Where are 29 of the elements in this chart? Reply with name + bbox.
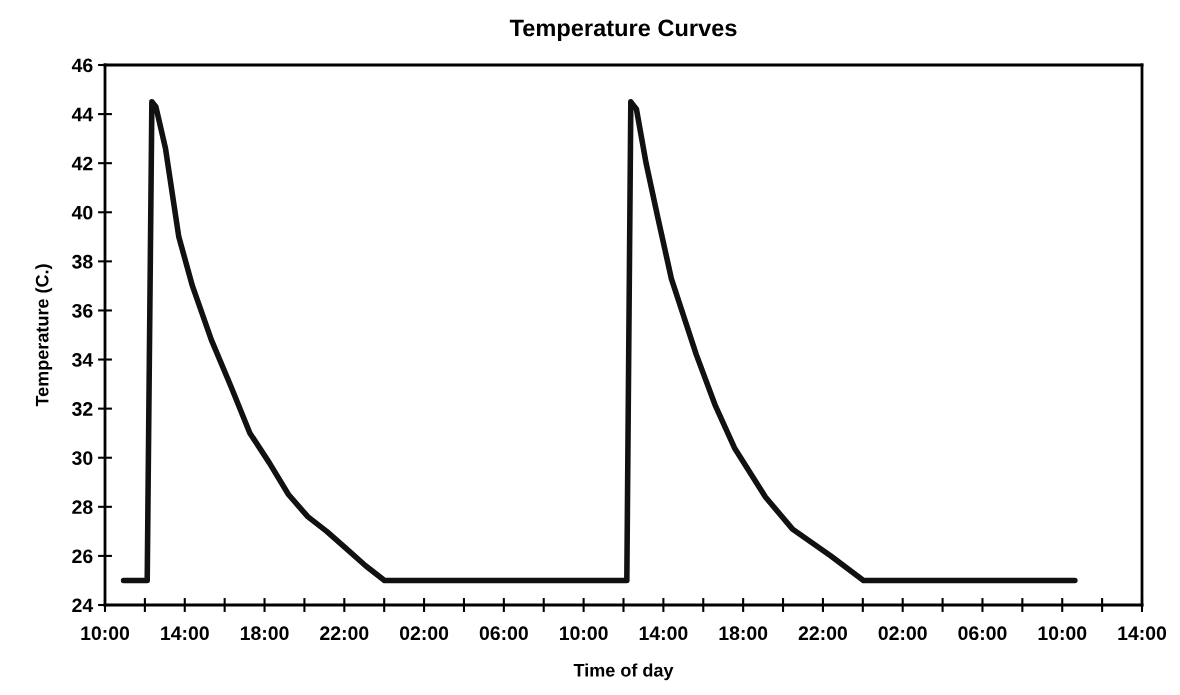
x-tick-label: 14:00 — [1118, 626, 1167, 641]
y-tick-label: 44 — [71, 107, 94, 122]
x-tick-label: 06:00 — [479, 626, 528, 641]
x-tick-label: 02:00 — [878, 626, 927, 641]
y-tick-label: 36 — [72, 303, 93, 318]
x-tick-label: 18:00 — [719, 626, 768, 641]
x-tick-label: 14:00 — [161, 626, 209, 641]
x-tick-label: 22:00 — [798, 626, 847, 641]
x-tick-label: 10:00 — [1038, 626, 1087, 641]
y-axis-title: Temperature (C.) — [35, 264, 53, 407]
y-tick-label: 40 — [71, 205, 93, 220]
y-tick-label: 28 — [72, 500, 93, 515]
y-tick-label: 46 — [71, 58, 93, 73]
chart-title: Temperature Curves — [509, 19, 737, 41]
x-tick-label: 02:00 — [399, 626, 449, 641]
x-tick-label: 22:00 — [320, 626, 369, 641]
y-tick-label: 42 — [71, 156, 93, 171]
x-tick-label: 10:00 — [81, 626, 130, 641]
y-tick-label: 24 — [72, 598, 94, 613]
x-tick-label: 14:00 — [639, 626, 688, 641]
y-tick-label: 38 — [72, 254, 93, 269]
y-tick-label: 26 — [72, 549, 93, 564]
x-tick-label: 06:00 — [958, 626, 1007, 641]
x-axis-title: Time of day — [573, 663, 674, 681]
y-tick-label: 32 — [72, 402, 93, 416]
x-tick-label: 18:00 — [240, 626, 289, 641]
y-tick-label: 30 — [72, 451, 93, 465]
x-tick-label: 10:00 — [559, 626, 608, 641]
y-tick-label: 34 — [72, 353, 94, 367]
